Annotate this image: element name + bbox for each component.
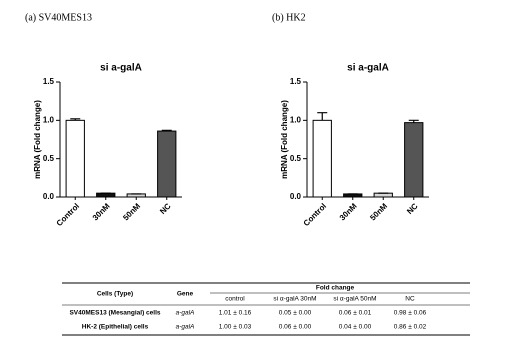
table-header: Fold change [316,285,355,292]
y-tick-label: 0.5 [290,154,302,163]
bar [312,119,332,198]
table-cell: 0.05 ± 0.00 [279,310,312,317]
chart-title: si a-galA [347,63,389,74]
x-tick-label: 50nM [121,201,142,222]
y-tick-label: 0.0 [43,192,55,201]
y-tick-label: 1.0 [290,115,302,124]
y-axis-label: mRNA (Fold change) [33,100,42,179]
table-cell: 0.04 ± 0.00 [339,324,372,331]
y-tick-label: 1.5 [290,77,302,86]
table-subheader: si α-galA 30nM [273,296,316,303]
table-subheader: control [225,296,245,303]
chart-title: si a-galA [100,63,142,74]
table-header: Gene [177,291,194,298]
table: Cells (Type) Gene Fold change [62,282,470,336]
table-cell: 0.98 ± 0.06 [394,310,427,317]
error-bar [161,129,172,132]
table-cell: 1.00 ± 0.03 [219,324,252,331]
table-cell: 0.06 ± 0.00 [279,324,312,331]
table-cell: 0.86 ± 0.02 [394,324,427,331]
table-subheader: si α-galA 50nM [333,296,376,303]
bar [157,130,177,198]
bar [404,122,424,198]
table-cell: SV40MES13 (Mesangial) cells [69,310,160,317]
error-bar [408,119,419,123]
y-tick-label: 1.0 [43,115,55,124]
error-bar [70,118,81,121]
x-tick-label: 30nM [338,201,359,222]
y-tick-label: 0.0 [290,192,302,201]
error-bar [317,112,328,121]
x-tick-label: Control [55,202,81,228]
x-tick-label: Control [302,202,328,228]
x-tick-label: 30nM [91,201,112,222]
y-axis-label: mRNA (Fold change) [280,100,289,179]
y-tick-label: 0.5 [43,154,55,163]
table-cell: 1.01 ± 0.16 [219,310,252,317]
table-cell: 0.06 ± 0.01 [339,310,372,317]
y-tick-label: 1.5 [43,77,55,86]
panel-label: (a) SV40MES13 [25,12,92,23]
x-tick-label: NC [158,201,173,216]
x-tick-label: NC [405,201,420,216]
x-tick-label: 50nM [368,201,389,222]
panel-label: (b) HK2 [272,12,306,23]
table-header: Cells (Type) [97,291,133,298]
table-subheader: NC [405,296,415,303]
table-cell: a-galA [176,324,195,331]
table-cell: a-galA [176,310,195,317]
table-cell: HK-2 (Epithelial) cells [82,324,149,331]
bar [65,119,85,198]
